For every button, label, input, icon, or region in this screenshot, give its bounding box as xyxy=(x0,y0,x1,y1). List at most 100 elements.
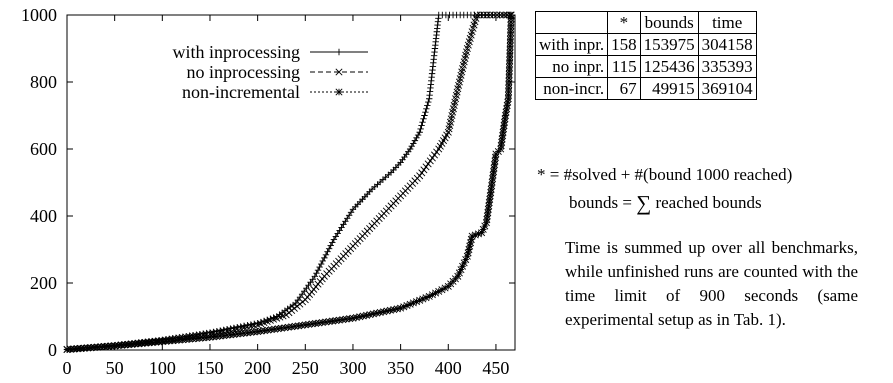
data-point xyxy=(148,339,156,347)
data-point xyxy=(254,328,262,336)
data-point xyxy=(220,332,228,340)
data-point xyxy=(281,324,289,332)
data-point xyxy=(121,341,129,349)
data-point xyxy=(406,145,414,153)
data-point xyxy=(158,338,166,346)
data-point xyxy=(491,154,499,162)
data-point xyxy=(206,333,214,341)
data-point xyxy=(284,323,292,331)
data-point xyxy=(318,318,326,327)
data-point xyxy=(409,299,417,307)
data-point xyxy=(322,318,330,326)
x-tick-label: 450 xyxy=(482,358,509,378)
data-point xyxy=(505,81,513,89)
data-point xyxy=(507,18,515,26)
legend-marker xyxy=(335,48,343,56)
data-point xyxy=(505,70,513,78)
data-point xyxy=(428,154,436,162)
data-point xyxy=(363,311,371,319)
data-point xyxy=(114,342,122,350)
data-point xyxy=(486,11,494,19)
row-label: non-incr. xyxy=(534,77,609,100)
time-cell: 335393 xyxy=(697,55,757,78)
data-point xyxy=(100,343,108,351)
data-point xyxy=(505,77,513,85)
data-point xyxy=(305,320,313,328)
data-point xyxy=(506,35,514,43)
data-point xyxy=(233,330,241,338)
data-point xyxy=(496,11,504,19)
data-point xyxy=(466,239,475,247)
data-point xyxy=(505,67,513,75)
x-tick-label: 250 xyxy=(292,358,319,378)
data-point xyxy=(329,317,337,325)
data-point xyxy=(489,171,497,179)
data-point xyxy=(503,101,511,109)
data-point xyxy=(327,242,334,249)
data-point xyxy=(83,344,91,352)
data-point xyxy=(329,239,336,246)
data-point xyxy=(134,340,143,348)
data-point xyxy=(506,53,514,61)
data-point xyxy=(117,341,125,349)
series-non-incremental xyxy=(63,11,515,354)
data-point xyxy=(271,325,279,333)
data-point xyxy=(498,135,506,143)
data-point xyxy=(507,11,515,19)
data-point xyxy=(506,39,514,47)
data-point xyxy=(175,336,183,344)
data-point xyxy=(390,306,398,314)
data-point xyxy=(416,296,424,304)
time-cell: 304158 xyxy=(697,33,757,56)
data-point xyxy=(257,327,265,335)
data-point xyxy=(291,322,299,330)
data-point xyxy=(482,219,490,227)
data-point xyxy=(70,345,78,353)
y-tick-label: 200 xyxy=(30,273,57,293)
table-header-cell: bounds xyxy=(639,11,699,34)
bounds-cell: 49915 xyxy=(639,77,699,100)
data-point xyxy=(417,125,424,133)
data-point xyxy=(430,151,439,159)
y-tick-label: 1000 xyxy=(21,5,57,25)
data-point xyxy=(486,192,494,200)
data-point xyxy=(321,254,328,262)
data-point xyxy=(503,105,511,113)
row-label: no inpr. xyxy=(534,55,609,78)
data-point xyxy=(383,307,391,315)
data-point xyxy=(213,332,221,340)
data-point xyxy=(424,102,431,109)
data-point xyxy=(504,91,512,99)
y-tick-label: 400 xyxy=(30,206,57,226)
data-point xyxy=(498,138,506,146)
data-point xyxy=(141,339,149,347)
plot-frame xyxy=(66,14,516,351)
data-point xyxy=(505,84,513,92)
data-point xyxy=(267,326,275,334)
data-point xyxy=(476,11,484,19)
data-point xyxy=(315,319,323,327)
data-point xyxy=(66,345,74,353)
line-chart: 0 50 100 150 200 250 300 350 400 450 0 200 400 600 800… xyxy=(21,5,516,378)
x-tick-label: 400 xyxy=(435,358,462,378)
data-point xyxy=(457,266,465,274)
data-point xyxy=(487,189,495,197)
data-point xyxy=(462,256,470,264)
x-tick-label: 0 xyxy=(63,358,72,378)
data-point xyxy=(226,331,234,339)
data-point xyxy=(189,335,197,343)
data-point xyxy=(479,225,487,233)
data-point xyxy=(499,132,507,140)
data-point xyxy=(412,298,421,306)
data-point xyxy=(491,157,499,165)
data-point xyxy=(322,251,330,259)
data-point xyxy=(203,334,211,342)
data-point xyxy=(506,56,514,64)
data-point xyxy=(339,316,347,324)
data-point xyxy=(373,309,381,317)
data-point xyxy=(490,161,499,169)
data-point xyxy=(490,11,498,19)
results-table: * bounds time with inpr. 158 153975 3041… xyxy=(534,11,757,100)
data-point xyxy=(97,343,105,351)
legend-marker xyxy=(335,88,343,96)
